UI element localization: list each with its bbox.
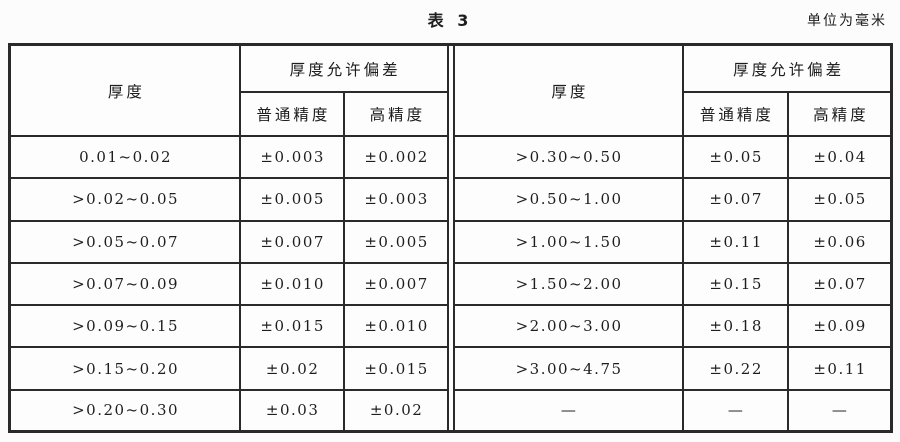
- table-row: >0.15~0.20 ±0.02 ±0.015: [11, 346, 447, 391]
- table-row: >0.02~0.05 ±0.005 ±0.003: [11, 177, 447, 222]
- thickness-header: 厚度: [454, 46, 685, 137]
- high-precision-cell: ±0.05: [786, 177, 890, 222]
- tolerance-table-left: 厚度 厚度允许偏差 普通精度 高精度 0.01~0.02 ±0.003 ±0.0…: [11, 46, 447, 430]
- thickness-header: 厚度: [11, 46, 241, 137]
- normal-precision-cell: ±0.18: [682, 304, 789, 349]
- high-precision-cell: ±0.07: [786, 261, 890, 307]
- high-precision-cell: ±0.002: [343, 134, 447, 180]
- high-precision-cell: ±0.003: [343, 177, 447, 222]
- high-precision-header: 高精度: [786, 91, 890, 137]
- normal-precision-cell: —: [682, 388, 789, 430]
- high-precision-cell: ±0.11: [786, 346, 890, 391]
- thickness-range-cell: >0.20~0.30: [11, 388, 241, 430]
- deviation-header: 厚度允许偏差: [682, 46, 890, 93]
- table-row: >1.00~1.50 ±0.11 ±0.06: [454, 219, 890, 264]
- normal-precision-cell: ±0.03: [238, 388, 346, 430]
- thickness-range-cell: >0.50~1.00: [454, 177, 685, 222]
- thickness-range-cell: >1.50~2.00: [454, 261, 685, 307]
- normal-precision-cell: ±0.015: [238, 304, 346, 349]
- tolerance-table-right: 厚度 厚度允许偏差 普通精度 高精度 >0.30~0.50 ±0.05 ±0.0…: [454, 46, 890, 430]
- high-precision-cell: ±0.007: [343, 261, 447, 307]
- double-rule-divider: [446, 46, 455, 430]
- thickness-range-cell: >3.00~4.75: [454, 346, 685, 391]
- normal-precision-cell: ±0.22: [682, 346, 789, 391]
- thickness-range-cell: >0.30~0.50: [454, 134, 685, 180]
- high-precision-cell: ±0.02: [343, 388, 447, 430]
- table-row: >0.05~0.07 ±0.007 ±0.005: [11, 219, 447, 264]
- table-row: >0.07~0.09 ±0.010 ±0.007: [11, 261, 447, 307]
- thickness-range-cell: >1.00~1.50: [454, 219, 685, 264]
- table-row: >1.50~2.00 ±0.15 ±0.07: [454, 261, 890, 307]
- normal-precision-cell: ±0.05: [682, 134, 789, 180]
- high-precision-cell: ±0.06: [786, 219, 890, 264]
- high-precision-cell: ±0.015: [343, 346, 447, 391]
- normal-precision-cell: ±0.010: [238, 261, 346, 307]
- deviation-header: 厚度允许偏差: [238, 46, 447, 93]
- normal-precision-cell: ±0.003: [238, 134, 346, 180]
- normal-precision-cell: ±0.07: [682, 177, 789, 222]
- normal-precision-cell: ±0.007: [238, 219, 346, 264]
- normal-precision-header: 普通精度: [239, 91, 346, 137]
- table-row: >3.00~4.75 ±0.22 ±0.11: [454, 346, 890, 391]
- table-title: 表 3: [427, 11, 473, 30]
- table-row: >2.00~3.00 ±0.18 ±0.09: [454, 304, 890, 349]
- high-precision-cell: ±0.005: [343, 219, 447, 264]
- table-row: >0.20~0.30 ±0.03 ±0.02: [11, 388, 447, 430]
- table-row: — — —: [454, 388, 890, 430]
- normal-precision-header: 普通精度: [683, 91, 789, 137]
- thickness-range-cell: >0.05~0.07: [11, 219, 241, 264]
- normal-precision-cell: ±0.02: [238, 346, 346, 391]
- thickness-range-cell: >0.07~0.09: [11, 261, 241, 307]
- thickness-range-cell: —: [454, 388, 685, 430]
- normal-precision-cell: ±0.15: [682, 261, 789, 307]
- thickness-range-cell: >0.02~0.05: [11, 177, 241, 222]
- high-precision-cell: —: [786, 388, 890, 430]
- table-row: >0.30~0.50 ±0.05 ±0.04: [454, 134, 890, 180]
- table-row: >0.09~0.15 ±0.015 ±0.010: [11, 304, 447, 349]
- high-precision-cell: ±0.04: [786, 134, 890, 180]
- thickness-range-cell: >2.00~3.00: [454, 304, 685, 349]
- high-precision-header: 高精度: [343, 91, 447, 137]
- high-precision-cell: ±0.010: [343, 304, 447, 349]
- thickness-range-cell: >0.15~0.20: [11, 346, 241, 391]
- unit-note: 单位为毫米: [807, 13, 887, 29]
- normal-precision-cell: ±0.005: [238, 177, 346, 222]
- normal-precision-cell: ±0.11: [682, 219, 789, 264]
- thickness-range-cell: 0.01~0.02: [11, 134, 241, 180]
- high-precision-cell: ±0.09: [786, 304, 890, 349]
- tolerance-table: 厚度 厚度允许偏差 普通精度 高精度 0.01~0.02 ±0.003 ±0.0…: [8, 43, 893, 433]
- table-row: 0.01~0.02 ±0.003 ±0.002: [11, 134, 447, 180]
- table-row: >0.50~1.00 ±0.07 ±0.05: [454, 177, 890, 222]
- thickness-range-cell: >0.09~0.15: [11, 304, 241, 349]
